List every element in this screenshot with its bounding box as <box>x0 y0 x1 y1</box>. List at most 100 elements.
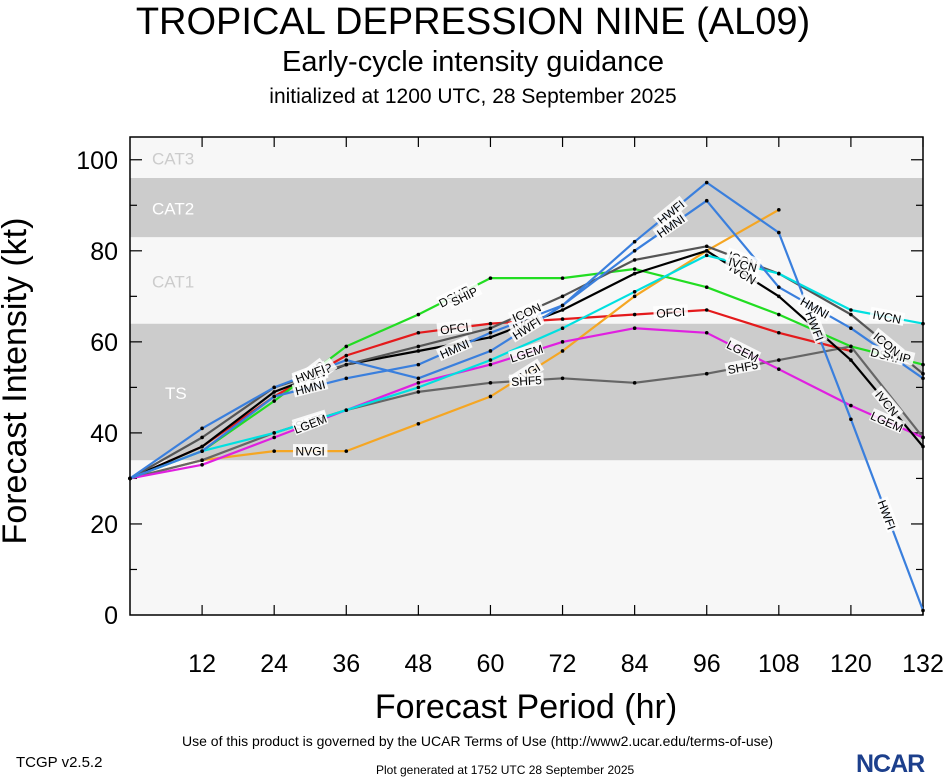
data-point <box>488 330 493 335</box>
data-point <box>488 321 493 326</box>
data-point <box>849 312 853 317</box>
svg-text:IVCN: IVCN <box>872 308 903 327</box>
data-point <box>704 249 709 253</box>
data-point <box>560 340 565 344</box>
band-label-ts: TS <box>165 384 187 403</box>
axis-ticks <box>130 137 924 615</box>
data-point <box>488 335 493 340</box>
y-tick-label: 20 <box>90 511 118 539</box>
chart-subtitle: Early-cycle intensity guidance <box>281 46 664 78</box>
data-point <box>632 289 637 294</box>
data-point <box>777 358 781 362</box>
y-tick-label: 80 <box>90 238 118 266</box>
svg-text:SHF5: SHF5 <box>727 358 760 378</box>
data-point <box>272 394 276 399</box>
series-label-ofci: OFCI <box>436 319 473 337</box>
data-point <box>416 381 421 385</box>
x-tick-label: 84 <box>621 650 649 678</box>
data-point <box>560 276 565 280</box>
data-point <box>849 349 853 353</box>
data-point <box>560 349 565 353</box>
data-point <box>849 344 853 349</box>
data-point <box>344 353 349 358</box>
data-point <box>632 258 637 262</box>
data-point <box>849 417 853 422</box>
data-point <box>777 294 781 299</box>
series-label-nvgi: NVGI <box>293 444 328 459</box>
data-point <box>704 308 709 312</box>
data-point <box>488 326 493 331</box>
data-point <box>777 330 781 335</box>
data-point <box>560 308 565 312</box>
x-tick-label: 72 <box>549 650 577 678</box>
series-label-ofci: OFCI <box>653 304 689 321</box>
data-point <box>560 303 565 308</box>
series-label-ivcn: IVCN <box>868 306 906 327</box>
band-label-cat3: CAT3 <box>152 149 194 168</box>
svg-text:OFCI: OFCI <box>656 305 685 321</box>
data-point <box>272 390 276 394</box>
svg-text:SHF5: SHF5 <box>511 373 543 389</box>
data-point <box>344 408 349 412</box>
y-tick-label: 60 <box>90 329 118 357</box>
band-label-cat1: CAT1 <box>152 272 194 291</box>
y-axis-label: Forecast Intensity (kt) <box>0 218 34 545</box>
x-tick-label: 60 <box>477 650 505 678</box>
band-cat3 <box>130 137 923 178</box>
data-point <box>632 267 637 271</box>
y-tick-label: 100 <box>76 147 118 175</box>
svg-text:IVCN: IVCN <box>727 255 758 276</box>
x-axis-label: Forecast Period (hr) <box>375 688 677 726</box>
plot-generated-time: Plot generated at 1752 UTC 28 September … <box>376 763 635 777</box>
data-point <box>849 326 853 331</box>
x-tick-label: 108 <box>758 650 800 678</box>
terms-of-use: Use of this product is governed by the U… <box>182 733 774 749</box>
data-point <box>128 476 132 481</box>
version-label: TCGP v2.5.2 <box>16 754 103 771</box>
data-point <box>200 462 204 467</box>
data-point <box>416 385 421 390</box>
data-point <box>777 271 781 276</box>
data-point <box>632 381 637 385</box>
data-point <box>272 385 276 390</box>
data-point <box>632 271 637 276</box>
data-point <box>344 358 349 362</box>
data-point <box>488 362 493 367</box>
data-point <box>488 276 493 280</box>
data-point <box>704 180 709 185</box>
model-lines: OFCIOFCIOFCINVGINVGISHF5SHF5SHF5LGEMLGEM… <box>128 180 925 613</box>
data-point <box>921 321 925 326</box>
data-point <box>488 381 493 385</box>
data-point <box>416 349 421 353</box>
data-point <box>704 285 709 290</box>
band-below-ts <box>130 460 923 615</box>
data-point <box>344 344 349 349</box>
svg-text:OFCI: OFCI <box>439 320 469 337</box>
data-point <box>704 244 709 249</box>
data-point <box>272 449 276 453</box>
svg-text:NVGI: NVGI <box>296 445 325 459</box>
data-point <box>416 312 421 317</box>
data-point <box>921 376 925 381</box>
data-point <box>777 230 781 235</box>
x-tick-label: 132 <box>902 650 944 678</box>
data-point <box>849 308 853 312</box>
data-point <box>560 376 565 381</box>
data-point <box>704 253 709 258</box>
y-tick-label: 40 <box>90 420 118 448</box>
ncar-logo: NCAR <box>856 750 925 778</box>
data-point <box>632 326 637 331</box>
data-point <box>488 394 493 399</box>
chart-title: TROPICAL DEPRESSION NINE (AL09) <box>135 1 811 43</box>
y-tick-label: 0 <box>104 602 118 630</box>
data-point <box>272 399 276 403</box>
series-line-dshp <box>129 267 924 480</box>
data-point <box>921 371 925 376</box>
data-point <box>344 362 349 367</box>
data-point <box>416 362 421 367</box>
data-point <box>488 349 493 353</box>
data-point <box>632 294 637 299</box>
data-point <box>777 312 781 317</box>
data-point <box>416 422 421 426</box>
series-line-ivcn <box>129 254 924 480</box>
